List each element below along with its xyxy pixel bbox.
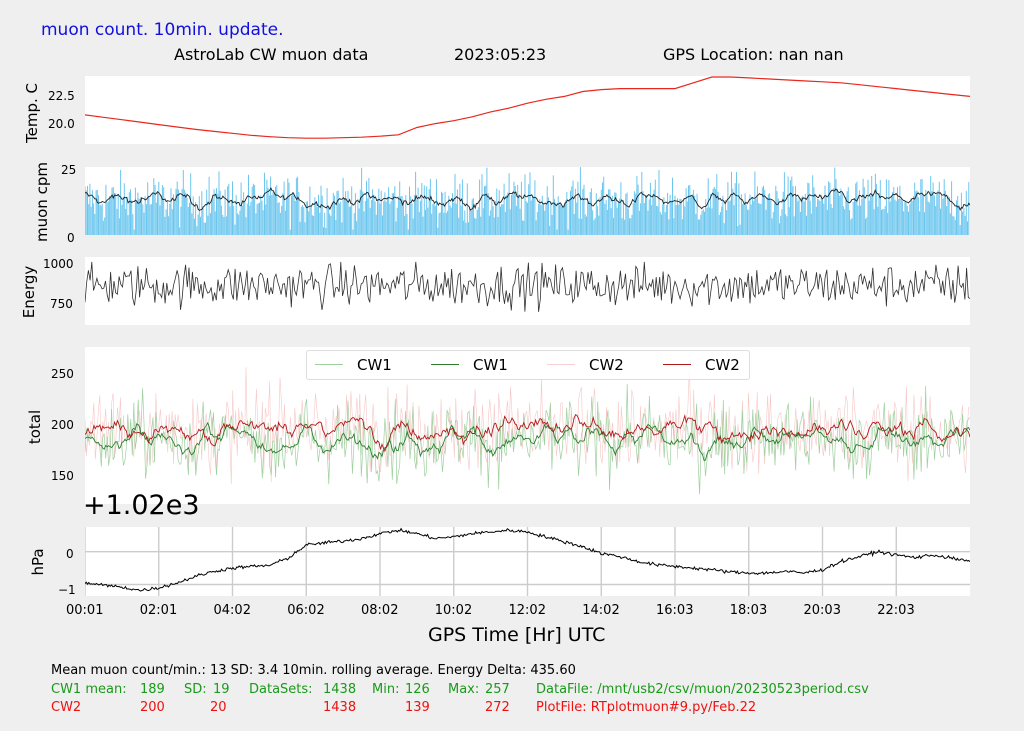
energy-line — [84, 261, 971, 312]
temp-tick-22.5: 22.5 — [48, 89, 75, 103]
x-tick-label: 18:03 — [729, 603, 768, 618]
energy-plot — [84, 261, 971, 312]
temperature-plot — [84, 76, 971, 139]
muon-tick-0: 0 — [67, 231, 75, 245]
x-tick-label: 02:01 — [139, 603, 178, 618]
cw2-datasets: 1438 — [323, 700, 357, 715]
cw1-sd-label: SD: — [184, 682, 207, 697]
pressure-offset-label: +1.02e3 — [83, 490, 200, 521]
temperature-panel — [84, 76, 971, 144]
x-tick-label: 22:03 — [877, 603, 915, 618]
muon-ylabel: muon cpm — [33, 162, 51, 242]
x-tick-label: 12:02 — [508, 603, 546, 618]
cw1-mean-label: CW1 mean: — [51, 682, 127, 697]
legend-swatch-cw1-raw — [315, 364, 343, 365]
muon-tick-25: 25 — [61, 163, 77, 177]
x-tick-label: 10:02 — [434, 603, 473, 618]
total-plot — [84, 367, 971, 495]
cw2-raw-line — [84, 367, 971, 484]
x-axis-label: GPS Time [Hr] UTC — [428, 624, 606, 646]
pressure-line — [84, 527, 971, 592]
total-tick-150: 150 — [51, 469, 74, 483]
temp-tick-20.0: 20.0 — [48, 117, 75, 131]
x-tick-label: 08:02 — [361, 603, 399, 618]
cw1-average-line — [84, 421, 971, 462]
x-tick-label: 00:01 — [66, 603, 104, 618]
stats-line-1: Mean muon count/min.: 13 SD: 3.4 10min. … — [51, 663, 576, 678]
cw1-max-label: Max: — [448, 682, 480, 697]
gps-location: GPS Location: nan nan — [663, 45, 844, 64]
legend-label-cw2-raw: CW2 — [589, 356, 624, 374]
legend-swatch-cw2-raw — [547, 364, 575, 365]
energy-ylabel: Energy — [20, 265, 38, 319]
total-tick-200: 200 — [51, 418, 74, 432]
cw1-datasets: 1438 — [323, 682, 357, 697]
chart-date: 2023:05:23 — [454, 45, 547, 64]
legend-swatch-cw2-avg — [663, 364, 691, 365]
pressure-tick-0: 0 — [66, 547, 74, 561]
cw1-max: 257 — [485, 682, 510, 697]
cw2-label: CW2 — [51, 700, 82, 715]
energy-tick-750: 750 — [50, 297, 73, 311]
cw1-min: 126 — [405, 682, 430, 697]
legend: CW1 CW1 CW2 CW2 — [306, 350, 750, 380]
cw2-max: 272 — [485, 700, 510, 715]
legend-label-cw2-avg: CW2 — [705, 356, 740, 374]
legend-label-cw1-raw: CW1 — [357, 356, 392, 374]
x-tick-label: 06:02 — [287, 603, 325, 618]
total-ylabel: total — [26, 409, 44, 445]
muon-plot — [84, 167, 971, 235]
energy-tick-1000: 1000 — [43, 257, 74, 271]
total-tick-250: 250 — [51, 367, 74, 381]
cw2-min: 139 — [405, 700, 430, 715]
legend-swatch-cw1-avg — [431, 364, 459, 365]
energy-panel — [84, 257, 971, 325]
pressure-plot — [84, 527, 971, 596]
cw2-mean: 200 — [140, 700, 165, 715]
x-tick-label: 16:03 — [656, 603, 694, 618]
temperature-line — [84, 76, 971, 139]
cw2-average-line — [84, 414, 971, 453]
x-tick-label: 14:02 — [582, 603, 620, 618]
cw2-sd: 20 — [210, 700, 227, 715]
muon-rolling-average — [84, 186, 971, 211]
x-tick-label: 20:03 — [803, 603, 841, 618]
chart-title: AstroLab CW muon data — [174, 45, 369, 64]
update-note: muon count. 10min. update. — [41, 20, 284, 40]
cw1-datasets-label: DataSets: — [249, 682, 313, 697]
pressure-ylabel: hPa — [29, 548, 47, 576]
cw1-min-label: Min: — [372, 682, 400, 697]
cw1-datafile: DataFile: /mnt/usb2/csv/muon/20230523per… — [536, 682, 869, 697]
muon-bars — [84, 167, 970, 235]
cw1-mean: 189 — [140, 682, 165, 697]
cw2-plotfile: PlotFile: RTplotmuon#9.py/Feb.22 — [536, 700, 757, 715]
muon-panel — [84, 167, 971, 235]
pressure-panel — [84, 527, 971, 596]
temperature-ylabel: Temp. C — [23, 83, 41, 143]
pressure-tick-minus1: −1 — [58, 583, 76, 597]
x-tick-label: 04:02 — [213, 603, 251, 618]
legend-label-cw1-avg: CW1 — [473, 356, 508, 374]
cw1-sd: 19 — [213, 682, 230, 697]
